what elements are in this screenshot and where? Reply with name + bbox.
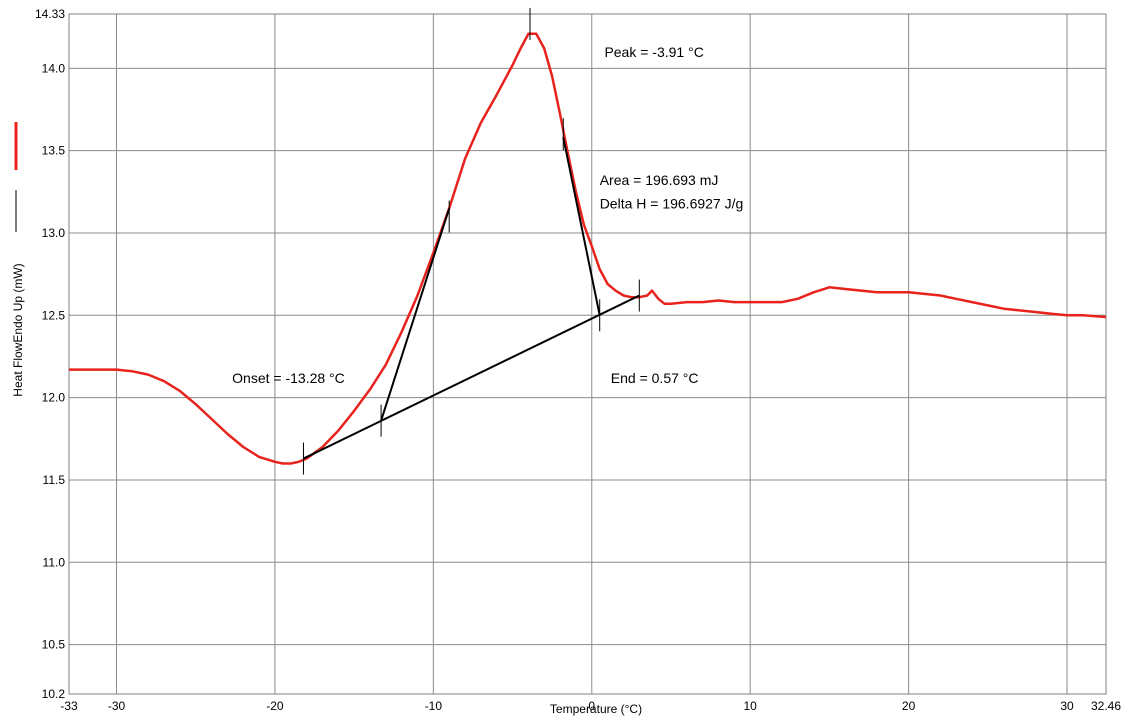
y-tick-label: 11.0	[43, 555, 66, 569]
event-markers	[302, 7, 640, 475]
annotation-label: End = 0.57 °C	[611, 370, 699, 386]
y-tick-label: 14.0	[42, 61, 66, 75]
y-tick-label: 14.33	[35, 7, 65, 21]
x-tick-label: 20	[902, 699, 916, 713]
y-tick-labels: 10.2 10.5 11.0 11.5 12.0 12.5 13.0 13.5 14.0 14.3…	[35, 7, 65, 701]
y-tick-label: 11.5	[43, 473, 66, 487]
construction-line	[562, 137, 601, 316]
x-tick-label: 32.46	[1091, 699, 1121, 713]
y-tick-label: 13.0	[42, 226, 66, 240]
construction-lines	[303, 137, 640, 460]
y-tick-label: 12.0	[42, 391, 66, 405]
y-tick-label: 10.2	[42, 687, 66, 701]
x-tick-labels: -33 -30 -20 -10 0 10 20 30 32.46	[60, 699, 1121, 713]
x-tick-label: 0	[588, 699, 595, 713]
annotation-label: Onset = -13.28 °C	[232, 370, 345, 386]
construction-line	[303, 294, 640, 460]
annotations: Peak = -3.91 °C Area = 196.693 mJ Delta H …	[232, 44, 743, 386]
x-tick-label: 30	[1060, 699, 1074, 713]
x-tick-label: 10	[744, 699, 758, 713]
annotation-label: Delta H = 196.6927 J/g	[600, 195, 744, 211]
x-tick-label: -20	[266, 699, 284, 713]
construction-line	[380, 207, 451, 421]
x-tick-label: -30	[108, 699, 126, 713]
series-line	[69, 32, 1107, 465]
annotation-label: Area = 196.693 mJ	[600, 172, 719, 188]
annotation-label: Peak = -3.91 °C	[604, 44, 703, 60]
x-tick-label: -10	[425, 699, 443, 713]
y-tick-label: 10.5	[42, 638, 66, 652]
y-axis-title: Heat FlowEndo Up (mW)	[11, 263, 25, 396]
plot-frame	[68, 13, 1107, 695]
series-group	[69, 32, 1107, 465]
x-tick-label: -33	[60, 699, 78, 713]
x-axis-title: Temperature (°C)	[550, 702, 642, 716]
y-tick-label: 13.5	[42, 144, 66, 158]
y-tick-label: 12.5	[42, 308, 66, 322]
